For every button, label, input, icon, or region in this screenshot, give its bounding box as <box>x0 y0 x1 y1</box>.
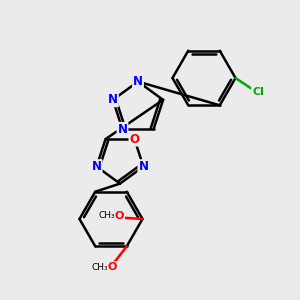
Text: N: N <box>92 160 102 173</box>
Text: N: N <box>133 75 143 88</box>
Text: N: N <box>108 93 118 106</box>
Text: Cl: Cl <box>252 86 264 97</box>
Text: O: O <box>130 133 140 146</box>
Text: O: O <box>115 211 124 221</box>
Text: N: N <box>138 160 148 173</box>
Text: O: O <box>108 262 117 272</box>
Text: CH₃: CH₃ <box>92 263 108 272</box>
Text: CH₃: CH₃ <box>98 212 115 220</box>
Text: N: N <box>118 123 128 136</box>
